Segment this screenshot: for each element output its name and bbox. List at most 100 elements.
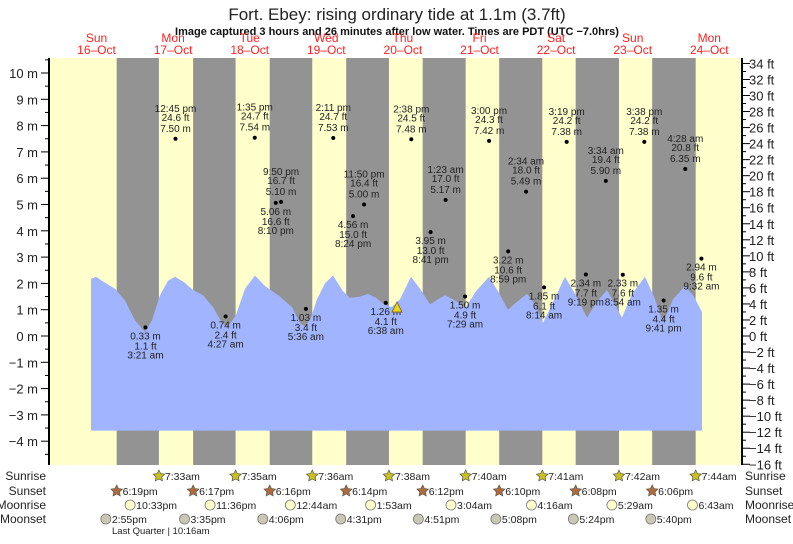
tide-ft-label: 4.1 ft (375, 317, 397, 328)
tide-ft-label: 15.0 ft (339, 230, 367, 241)
tide-ft-label: 4.9 ft (454, 311, 476, 322)
tide-ft-label: 17.0 ft (432, 174, 460, 185)
day-label-date: 18–Oct (230, 43, 269, 57)
right-axis-tick-label: 24 ft (749, 137, 775, 152)
moonset-moon-icon (179, 513, 190, 525)
tide-m-label: 0.74 m (210, 321, 241, 332)
tide-ft-label: 9.6 ft (690, 273, 712, 284)
right-axis-tick-label: −2 ft (749, 345, 775, 360)
tide-point (252, 135, 257, 140)
tide-ft-label: 18.0 ft (512, 166, 540, 177)
sunrise-time: 7:40am (472, 471, 507, 483)
sunset-time: 6:16pm (276, 486, 311, 498)
tide-ft-label: 24.7 ft (241, 112, 269, 123)
moonrise-moon-icon (526, 499, 537, 511)
left-axis-tick-label: 3 m (16, 250, 38, 265)
tide-ft-label: 13.0 ft (417, 246, 445, 257)
sunrise-time: 7:38am (395, 471, 430, 483)
tide-m-label: 1.35 m (648, 304, 679, 315)
day-label-date: 21–Oct (460, 43, 499, 57)
tide-ft-label: 16.7 ft (267, 176, 295, 187)
day-label-weekday: Sat (547, 31, 566, 45)
row-label-sunrise: Sunrise (5, 469, 46, 483)
right-axis-tick-label: 20 ft (749, 169, 775, 184)
right-axis-tick-label: 2 ft (749, 313, 767, 328)
tide-time-label: 8:10 pm (258, 226, 294, 237)
left-axis-tick-label: −1 m (9, 355, 38, 370)
moonrise-time: 10:33pm (136, 500, 177, 512)
tide-time-label: 9:32 am (683, 282, 719, 293)
moonset-time: 5:08pm (502, 514, 537, 526)
right-axis-tick-label: 16 ft (749, 201, 775, 216)
sunrise-star-icon (152, 469, 166, 482)
day-label-date: 19–Oct (307, 43, 346, 57)
day-label-date: 17–Oct (154, 43, 193, 57)
sunset-star-icon (186, 484, 200, 497)
tide-time-label: 4:28 am (667, 134, 703, 145)
day-label-weekday: Sun (622, 31, 643, 45)
moonrise-time: 6:43am (698, 500, 733, 512)
tide-m-label: 7.54 m (239, 123, 270, 134)
left-axis-tick-label: −2 m (9, 382, 38, 397)
moonset-time: 5:40pm (657, 514, 692, 526)
row-label-sunset: Sunset (9, 484, 47, 498)
tide-ft-label: 6.1 ft (533, 301, 555, 312)
tide-time-label: 8:14 am (526, 310, 562, 321)
day-label-date: 20–Oct (384, 43, 423, 57)
moonset-time: 5:24pm (579, 514, 614, 526)
tide-m-label: 5.90 m (591, 166, 622, 177)
tide-point (383, 300, 388, 305)
tide-point (223, 314, 228, 319)
moonrise-time: 1:53am (377, 500, 412, 512)
tide-m-label: 4.56 m (338, 220, 369, 231)
tide-time-label: 8:41 pm (413, 255, 449, 266)
tide-point (620, 272, 625, 277)
tide-time-label: 5:36 am (288, 332, 324, 343)
day-label-weekday: Thu (393, 31, 414, 45)
tide-time-label: 3:21 am (127, 350, 163, 361)
tide-point (443, 198, 448, 203)
tide-ft-label: 16.6 ft (262, 217, 290, 228)
tide-m-label: 3.95 m (415, 236, 446, 247)
tide-ft-label: 7.7 ft (575, 288, 597, 299)
tide-m-label: 0.33 m (130, 331, 161, 342)
sunrise-time: 7:44am (702, 471, 737, 483)
tide-point (542, 285, 547, 290)
tide-m-label: 2.34 m (571, 278, 602, 289)
row-label-right-sunrise: Sunrise (745, 469, 786, 483)
tide-m-label: 2.33 m (608, 279, 639, 290)
tide-ft-label: 24.6 ft (162, 113, 190, 124)
tide-time-label: 12:45 pm (155, 104, 197, 115)
tide-m-label: 7.53 m (318, 123, 349, 134)
tide-ft-label: 3.4 ft (295, 323, 317, 334)
tide-m-label: 7.50 m (160, 124, 191, 135)
left-axis-tick-label: 2 m (16, 276, 38, 291)
row-label-moonrise: Moonrise (0, 498, 46, 512)
tide-time-label: 8:59 pm (490, 274, 526, 285)
tide-point (564, 139, 569, 144)
water-level-area (91, 275, 702, 431)
row-label-right-moonset: Moonset (745, 512, 792, 526)
tide-ft-label: 24.7 ft (319, 112, 347, 123)
moonset-moon-icon (645, 513, 657, 525)
moonrise-time: 4:16am (537, 500, 572, 512)
right-axis-tick-label: 10 ft (749, 249, 775, 264)
moonrise-time: 5:29am (618, 500, 653, 512)
tide-time-label: 3:38 pm (626, 107, 662, 118)
right-axis-tick-label: 4 ft (749, 297, 767, 312)
tide-m-label: 7.48 m (396, 124, 427, 135)
left-axis-tick-label: −4 m (9, 434, 38, 449)
right-axis-tick-label: 12 ft (749, 233, 775, 248)
tide-point (699, 256, 704, 261)
moon-phase-label: Last Quarter | 10:16am (112, 526, 210, 537)
tide-point (303, 306, 308, 311)
sunrise-star-icon (229, 469, 243, 482)
tide-ft-label: 2.4 ft (214, 331, 236, 342)
day-label-weekday: Mon (698, 31, 721, 45)
tide-point (428, 230, 433, 235)
right-axis-tick-label: 6 ft (749, 281, 767, 296)
left-axis-tick-label: 5 m (16, 198, 38, 213)
tide-m-label: 7.38 m (629, 127, 660, 138)
moonrise-time: 12:44am (296, 500, 337, 512)
tide-m-label: 7.42 m (474, 126, 505, 137)
